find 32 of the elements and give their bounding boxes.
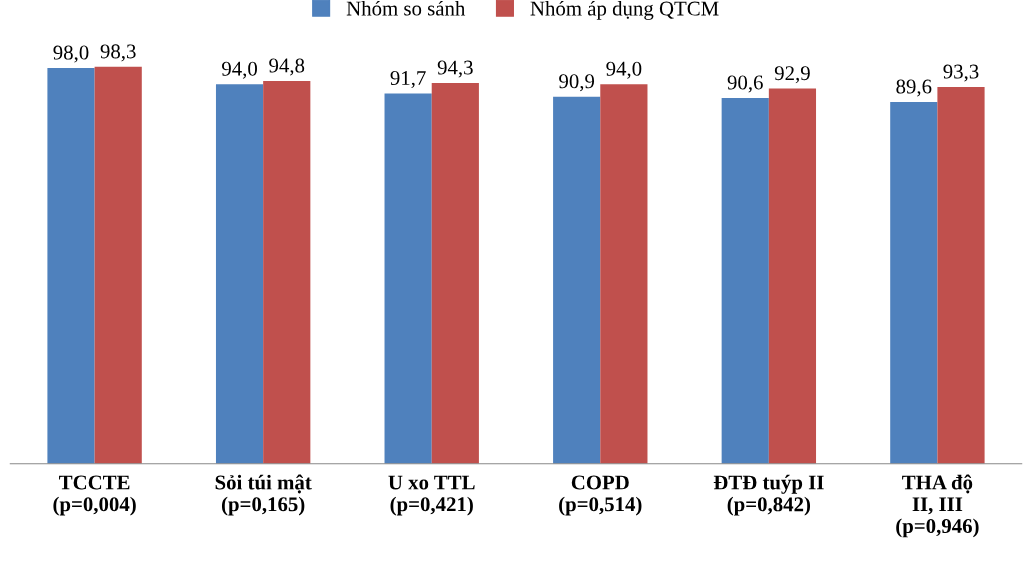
bar [768, 88, 817, 464]
data-label: 98,3 [100, 44, 136, 62]
bar [47, 68, 95, 464]
x-tick-label: ĐTĐ tuýp II (p=0,842) [713, 474, 824, 516]
data-label: 94,0 [222, 61, 257, 79]
bar [890, 101, 938, 464]
data-label: 98,0 [53, 45, 89, 63]
legend-label: Nhóm so sánh [346, 0, 466, 16]
x-tick-label: U xo TTL (p=0,421) [388, 475, 475, 516]
bar [721, 97, 769, 464]
bar [431, 82, 479, 464]
data-label: 90,9 [559, 74, 595, 92]
bar [384, 93, 432, 464]
bar [937, 87, 985, 464]
bar [263, 80, 311, 464]
x-tick-label: TCCTE (p=0,004) [53, 475, 136, 516]
data-label: 94,8 [269, 58, 305, 76]
bar [553, 96, 601, 464]
data-label: 94,3 [437, 60, 473, 78]
data-label: 89,6 [896, 79, 932, 97]
bar [600, 84, 648, 464]
data-label: 92,9 [774, 66, 810, 84]
data-label: 93,3 [943, 64, 979, 82]
legend-label: Nhóm áp dụng QTCM [530, 0, 719, 20]
x-tick-label: COPD (p=0,514) [559, 475, 642, 516]
x-tick-label: Sỏi túi mật (p=0,165) [215, 474, 312, 516]
x-tick-label: THA độ II, III (p=0,946) [896, 474, 979, 538]
data-label: 94,0 [606, 61, 642, 79]
bar [94, 66, 142, 464]
data-label: 90,6 [727, 75, 763, 93]
bar [215, 84, 264, 464]
data-label: 91,7 [390, 71, 426, 89]
